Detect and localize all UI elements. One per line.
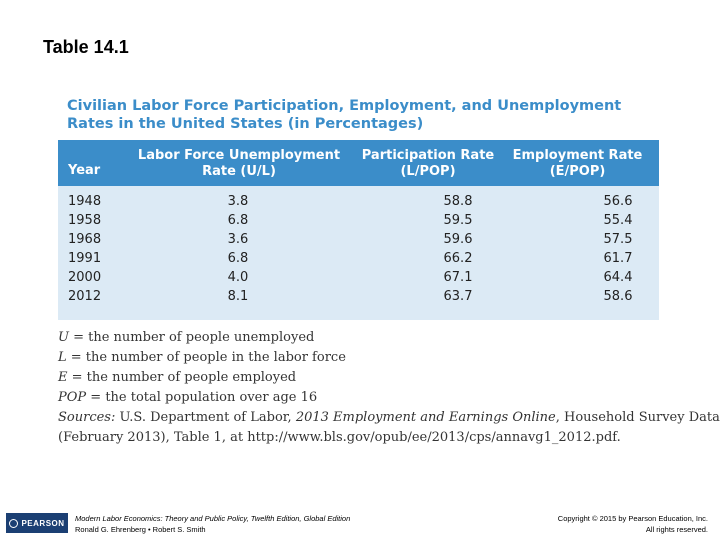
footer-authors: Ronald G. Ehrenberg • Robert S. Smith [75, 525, 206, 534]
header-participation-rate: Participation Rate (L/POP) [358, 148, 498, 180]
cell-participation-rate: 58.8 [443, 194, 473, 209]
table-row: 1958 6.8 59.5 55.4 [58, 213, 659, 232]
table-row: 2000 4.0 67.1 64.4 [58, 270, 659, 289]
cell-unemployment-rate: 4.0 [227, 270, 249, 285]
data-table: Year Labor Force Unemployment Rate (U/L)… [58, 140, 659, 320]
note-e-symbol: E [58, 370, 68, 385]
cell-participation-rate: 59.6 [443, 232, 473, 247]
cell-employment-rate: 56.6 [603, 194, 633, 209]
pearson-logo: PEARSON [6, 513, 68, 533]
table-heading-line-1: Civilian Labor Force Participation, Empl… [67, 98, 622, 114]
footer-copyright-line: Copyright © 2015 by Pearson Education, I… [557, 514, 708, 523]
source-line-1: Sources: U.S. Department of Labor, 2013 … [58, 408, 720, 428]
header-unemployment-rate: Labor Force Unemployment Rate (U/L) [134, 148, 344, 180]
table-row: 2012 8.1 63.7 58.6 [58, 289, 659, 308]
slide-footer: PEARSON Modern Labor Economics: Theory a… [0, 505, 720, 540]
source-label: Sources: [58, 410, 116, 425]
header-employment-rate-line-2: (E/POP) [549, 164, 606, 179]
footer-rights-line: All rights reserved. [645, 525, 708, 534]
note-u-text: = the number of people unemployed [68, 330, 315, 345]
note-labor-force: L = the number of people in the labor fo… [58, 348, 678, 368]
cell-employment-rate: 61.7 [603, 251, 633, 266]
table-heading-line-2: Rates in the United States (in Percentag… [67, 116, 424, 132]
header-participation-rate-line-1: Participation Rate [361, 148, 495, 163]
slide-title: Table 14.1 [43, 37, 129, 57]
note-u-symbol: U [58, 330, 69, 345]
cell-participation-rate: 59.5 [443, 213, 473, 228]
source-text-1: U.S. Department of Labor, [115, 410, 296, 425]
cell-year: 2012 [68, 289, 102, 304]
source-line-2: (February 2013), Table 1, at http://www.… [58, 430, 621, 445]
footer-copyright: Copyright © 2015 by Pearson Education, I… [558, 513, 708, 535]
header-year: Year [68, 163, 101, 178]
note-pop-symbol: POP [58, 390, 87, 405]
cell-year: 2000 [68, 270, 102, 285]
note-pop-text: = the total population over age 16 [86, 390, 318, 405]
cell-participation-rate: 67.1 [443, 270, 473, 285]
header-employment-rate-line-1: Employment Rate [512, 148, 643, 163]
table-row: 1991 6.8 66.2 61.7 [58, 251, 659, 270]
note-e-text: = the number of people employed [67, 370, 297, 385]
cell-unemployment-rate: 6.8 [227, 213, 249, 228]
cell-year: 1991 [68, 251, 102, 266]
cell-participation-rate: 66.2 [443, 251, 473, 266]
table-heading: Civilian Labor Force Participation, Empl… [67, 97, 627, 133]
cell-unemployment-rate: 3.6 [227, 232, 249, 247]
table-row: 1948 3.8 58.8 56.6 [58, 194, 659, 213]
footer-book-title: Modern Labor Economics: Theory and Publi… [75, 514, 351, 523]
table-row: 1968 3.6 59.6 57.5 [58, 232, 659, 251]
footer-book-info: Modern Labor Economics: Theory and Publi… [75, 513, 350, 535]
header-participation-rate-line-2: (L/POP) [400, 164, 456, 179]
note-l-symbol: L [58, 350, 67, 365]
cell-year: 1958 [68, 213, 102, 228]
cell-year: 1968 [68, 232, 102, 247]
cell-unemployment-rate: 8.1 [227, 289, 249, 304]
table-header-row: Year Labor Force Unemployment Rate (U/L)… [58, 140, 659, 186]
cell-employment-rate: 57.5 [603, 232, 633, 247]
cell-unemployment-rate: 6.8 [227, 251, 249, 266]
note-population: POP = the total population over age 16 [58, 388, 678, 408]
note-employed: E = the number of people employed [58, 368, 678, 388]
cell-employment-rate: 58.6 [603, 289, 633, 304]
pearson-logo-icon [9, 518, 19, 528]
cell-year: 1948 [68, 194, 102, 209]
cell-employment-rate: 64.4 [603, 270, 633, 285]
note-unemployed: U = the number of people unemployed [58, 328, 678, 348]
source-publication: 2013 Employment and Earnings Online [295, 410, 556, 425]
header-unemployment-rate-line-1: Labor Force Unemployment [137, 148, 341, 163]
table-body: 1948 3.8 58.8 56.6 1958 6.8 59.5 55.4 19… [58, 186, 659, 320]
note-l-text: = the number of people in the labor forc… [66, 350, 346, 365]
header-unemployment-rate-line-2: Rate (U/L) [202, 164, 276, 179]
source-text-2: , Household Survey Data [555, 410, 720, 425]
pearson-logo-text: PEARSON [21, 518, 65, 528]
cell-employment-rate: 55.4 [603, 213, 633, 228]
cell-unemployment-rate: 3.8 [227, 194, 249, 209]
header-employment-rate: Employment Rate (E/POP) [510, 148, 645, 180]
table-notes: U = the number of people unemployed L = … [58, 328, 720, 448]
cell-participation-rate: 63.7 [443, 289, 473, 304]
